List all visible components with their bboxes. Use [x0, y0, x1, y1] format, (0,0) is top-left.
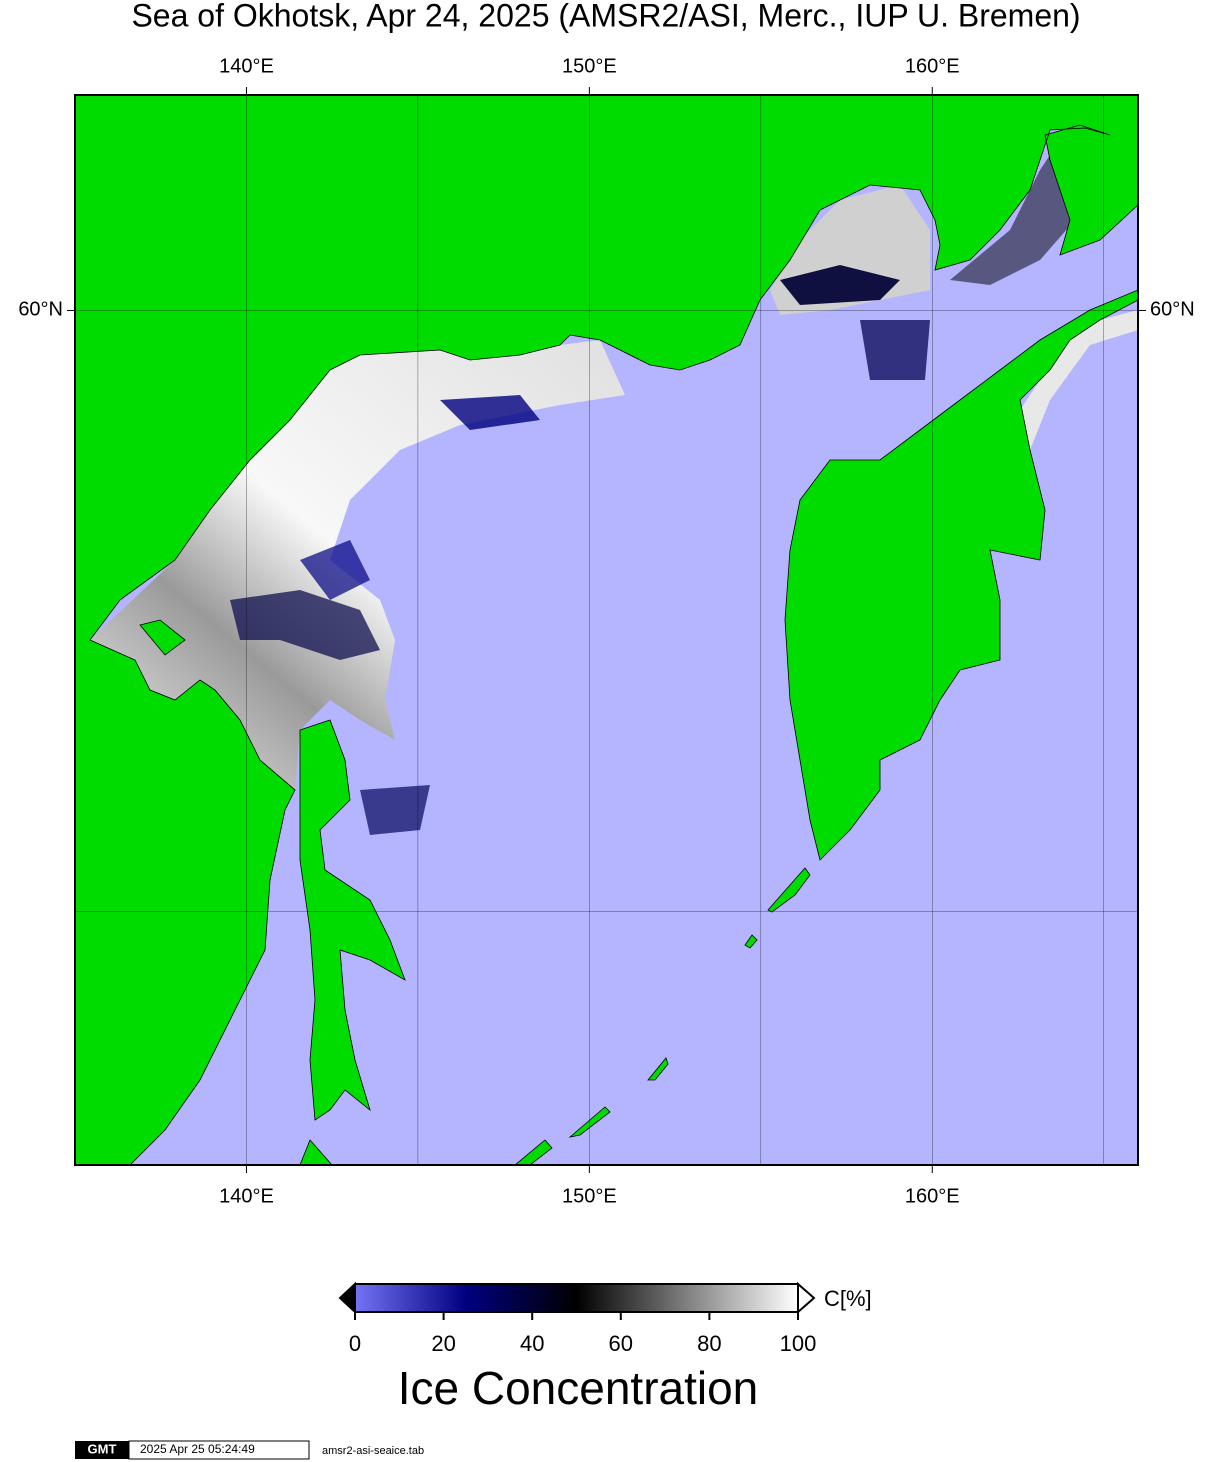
sea-ice	[300, 540, 370, 600]
colorbar-tick-label: 0	[349, 1331, 361, 1356]
map-frame	[74, 94, 1139, 1166]
gmt-logo	[75, 1441, 129, 1459]
sea-ice	[90, 340, 625, 790]
colorbar-tick-label: 100	[780, 1331, 817, 1356]
sea-ice	[230, 590, 380, 660]
island	[514, 1139, 553, 1165]
gmt-logo-text: GMT	[88, 1441, 117, 1456]
island	[767, 867, 811, 913]
land	[75, 95, 1138, 1165]
colorbar-tick-label: 80	[697, 1331, 721, 1356]
colorbar: C[%] Ice Concentration 0 20 40 60 80 100	[338, 1281, 872, 1414]
lat-label: 60°N	[1150, 299, 1195, 321]
sea-ice	[950, 135, 1080, 285]
lon-label: 140°E	[219, 55, 274, 77]
island	[744, 934, 758, 949]
sea-ice	[1000, 310, 1138, 450]
island	[647, 1057, 669, 1081]
sakhalin	[299, 719, 406, 1121]
colorbar-tick-label: 20	[431, 1331, 455, 1356]
lon-label: 160°E	[905, 1185, 960, 1207]
island	[139, 619, 186, 656]
sea-ice	[860, 320, 930, 380]
colorbar-unit: C[%]	[824, 1286, 872, 1311]
colorbar-tick-label: 60	[609, 1331, 633, 1356]
map-title: Sea of Okhotsk, Apr 24, 2025 (AMSR2/ASI,…	[131, 0, 1080, 33]
sea-ice	[440, 395, 540, 430]
lon-label: 150°E	[562, 1185, 617, 1207]
graticule	[75, 95, 1138, 1165]
footer: GMT 2025 Apr 25 05:24:49 amsr2-asi-seaic…	[75, 1440, 424, 1460]
colorbar-arrow	[338, 1281, 356, 1315]
map-labels: 140°E 140°E 150°E 150°E 160°E 160°E 60°N 60°N	[18, 55, 1194, 1207]
map-body	[75, 95, 1138, 1165]
colorbar-bar	[354, 1283, 799, 1313]
lat-label: 60°N	[18, 299, 63, 321]
mainland	[75, 95, 1138, 1165]
lon-label: 160°E	[905, 55, 960, 77]
file-name: amsr2-asi-seaice.tab	[322, 1445, 424, 1457]
lon-label: 150°E	[562, 55, 617, 77]
sea-ice	[780, 265, 900, 305]
kamchatka	[784, 289, 1138, 861]
island	[299, 1139, 333, 1165]
colorbar-title: Ice Concentration	[398, 1362, 759, 1414]
timestamp: 2025 Apr 25 05:24:49	[140, 1442, 255, 1456]
colorbar-tick-label: 40	[520, 1331, 544, 1356]
island	[568, 1106, 611, 1138]
timestamp-box	[128, 1440, 310, 1460]
sea-ice	[360, 785, 430, 835]
colorbar-arrow	[797, 1281, 816, 1315]
lon-label: 140°E	[219, 1185, 274, 1207]
